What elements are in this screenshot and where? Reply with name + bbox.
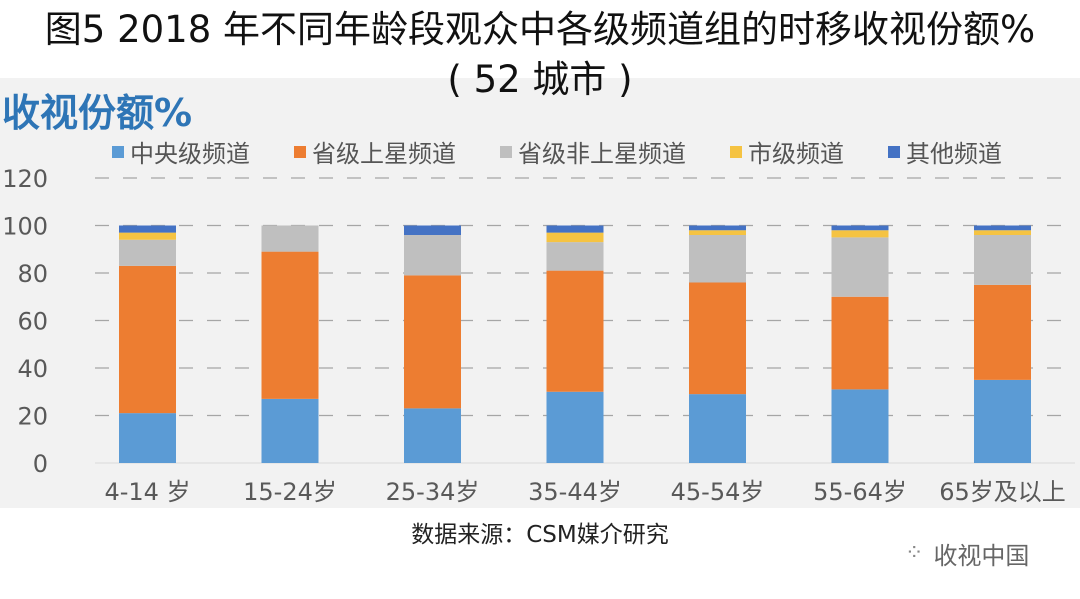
x-tick-label: 15-24岁	[243, 478, 337, 506]
wechat-icon: ⁘	[905, 541, 924, 566]
legend-item: 中央级频道	[112, 134, 250, 169]
bar-segment	[404, 275, 461, 409]
legend-swatch	[112, 145, 124, 158]
bar-segment	[689, 282, 746, 395]
y-tick-label: 80	[17, 260, 48, 288]
y-tick-label: 20	[17, 403, 48, 431]
bar-segment	[831, 389, 889, 463]
bar-segment	[974, 235, 1031, 285]
bar-segment	[261, 398, 319, 463]
source-note: 数据来源：CSM媒介研究	[411, 522, 669, 548]
bar-segment	[689, 235, 746, 283]
bar-segment	[404, 225, 461, 235]
bar-segment	[119, 225, 176, 233]
bar-segment	[119, 239, 176, 266]
legend-swatch	[730, 145, 742, 158]
bar-segment	[546, 391, 604, 463]
bar-segment	[546, 242, 604, 271]
x-tick-label: 65岁及以上	[939, 478, 1066, 506]
bar-segment	[689, 394, 746, 463]
bar-segment	[404, 235, 461, 276]
x-tick-label: 45-54岁	[671, 478, 765, 506]
bar-segment	[119, 232, 176, 240]
bar-segment	[689, 225, 746, 231]
legend-label: 省级上星频道	[312, 140, 456, 168]
x-tick-label: 35-44岁	[528, 478, 622, 506]
legend-item: 市级频道	[730, 134, 844, 169]
bar-segment	[689, 230, 746, 235]
y-tick-label: 40	[17, 355, 48, 383]
watermark-text: 收视中国	[933, 542, 1030, 570]
bar-segment	[261, 225, 319, 252]
y-tick-label: 0	[33, 450, 48, 478]
bar-segment	[831, 296, 889, 390]
bar-segment	[546, 232, 604, 243]
legend-swatch	[294, 145, 306, 158]
bar-segment	[119, 413, 176, 463]
legend-swatch	[500, 145, 512, 158]
x-tick-label: 25-34岁	[386, 478, 480, 506]
legend-swatch	[888, 145, 900, 158]
legend-item: 其他频道	[888, 134, 1002, 169]
x-tick-label: 55-64岁	[813, 478, 907, 506]
bar-segment	[119, 265, 176, 414]
legend-label: 省级非上星频道	[518, 140, 686, 168]
bar-segment	[546, 225, 604, 233]
bar-segment	[974, 225, 1031, 231]
bar-segment	[261, 251, 319, 399]
legend-item: 省级非上星频道	[500, 134, 686, 169]
legend-label: 中央级频道	[130, 140, 250, 168]
legend-label: 其他频道	[906, 140, 1002, 168]
x-tick-label: 4-14 岁	[104, 478, 190, 506]
bar-segment	[831, 225, 889, 231]
watermark: ⁘ 收视中国	[905, 536, 1029, 571]
bar-segment	[831, 237, 889, 297]
bar-segment	[546, 270, 604, 392]
chart-background	[0, 78, 1080, 508]
bar-segment	[404, 408, 461, 463]
legend-item: 省级上星频道	[294, 134, 456, 169]
bar-segment	[831, 230, 889, 238]
chart-subtitle: ( 52 城市 )	[447, 58, 633, 101]
bar-segment	[974, 284, 1031, 380]
bar-segment	[974, 379, 1031, 463]
chart-title: 图5 2018 年不同年龄段观众中各级频道组的时移收视份额%	[44, 8, 1036, 51]
y-axis-label: 收视份额%	[2, 91, 193, 135]
bar-segment	[974, 230, 1031, 235]
y-tick-label: 100	[2, 213, 48, 241]
legend: 中央级频道 省级上星频道 省级非上星频道 市级频道 其他频道	[112, 134, 1046, 169]
y-tick-label: 120	[2, 165, 48, 193]
legend-label: 市级频道	[748, 140, 844, 168]
y-tick-label: 60	[17, 308, 48, 336]
